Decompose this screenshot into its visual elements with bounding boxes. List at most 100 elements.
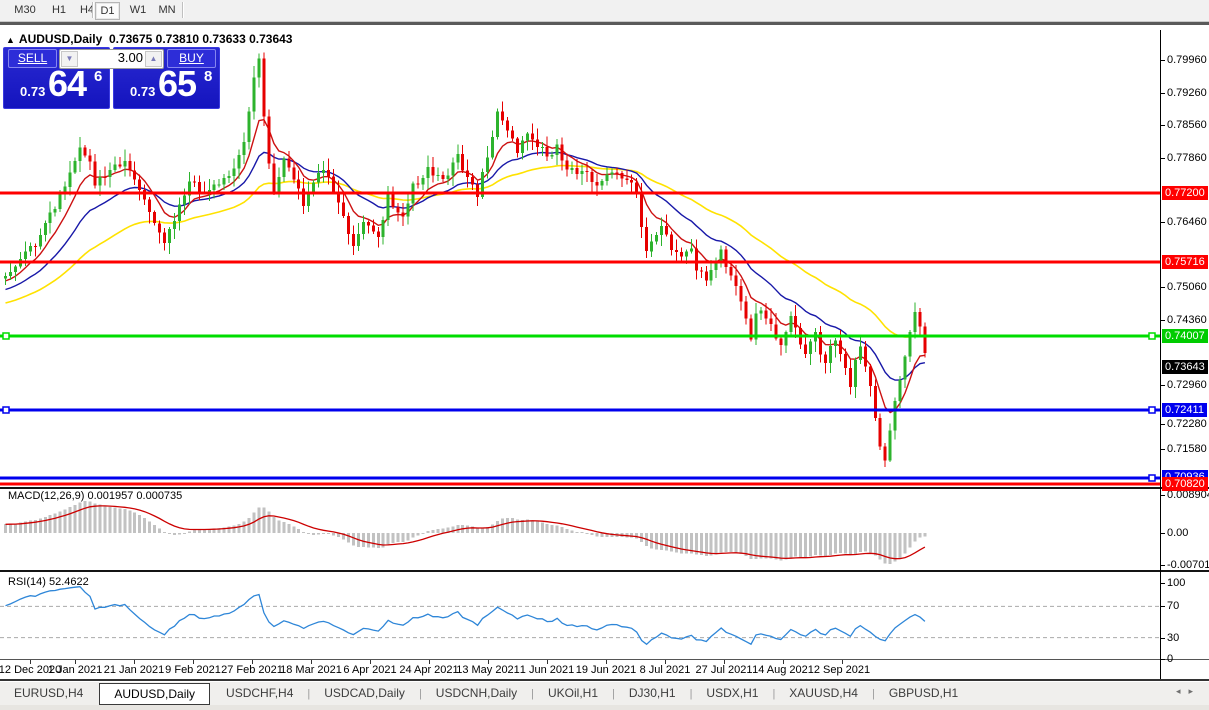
chart-tab-gbpusd-h1[interactable]: GBPUSD,H1: [888, 686, 959, 700]
tab-divider: |: [307, 687, 311, 700]
buy-button[interactable]: BUY: [167, 49, 216, 68]
macd-indicator[interactable]: [0, 492, 1160, 570]
price-level-label-0.77200: 0.77200: [1162, 186, 1208, 200]
candle-body: [834, 340, 837, 346]
macd-histogram-bar: [426, 531, 430, 533]
candle-body: [177, 204, 181, 222]
macd-histogram-bar: [679, 533, 683, 554]
chart-tab-ukoil-h1[interactable]: UKOil,H1: [548, 686, 599, 700]
chart-tab-eurusd-h4[interactable]: EURUSD,H4: [14, 686, 84, 700]
candle-body: [724, 249, 728, 267]
level-line-handle[interactable]: [1148, 332, 1156, 340]
chart-tab-usdx-h1[interactable]: USDX,H1: [706, 686, 759, 700]
volume-decrease-icon[interactable]: ▼: [61, 51, 78, 67]
macd-histogram-bar: [337, 533, 340, 538]
tab-scroll-arrows[interactable]: ◂▸: [1175, 686, 1201, 696]
axis-tick-mark: [1160, 533, 1165, 534]
macd-histogram-bar: [481, 528, 485, 533]
candle-body: [898, 379, 902, 402]
macd-histogram-bar: [307, 533, 311, 535]
price-chart[interactable]: [0, 30, 1160, 488]
rsi-indicator[interactable]: [0, 573, 1160, 660]
candle-body: [118, 164, 122, 167]
macd-histogram-bar: [754, 533, 758, 559]
candle-body: [426, 167, 430, 179]
candle-body: [207, 190, 211, 193]
macd-histogram-bar: [207, 529, 211, 533]
timeframe-button-d1[interactable]: D1: [95, 2, 120, 20]
macd-histogram-bar: [764, 533, 768, 559]
macd-histogram-bar: [366, 533, 370, 548]
axis-tick-mark: [1160, 125, 1165, 126]
candle-body: [267, 116, 271, 164]
candle-body: [525, 133, 529, 141]
timeframe-button-h1[interactable]: H1: [51, 4, 67, 16]
buy-panel[interactable]: 0.73 65 8: [113, 47, 220, 109]
timeframe-button-mn[interactable]: MN: [158, 4, 176, 16]
macd-rsi-separator[interactable]: [0, 570, 1209, 572]
candle-body: [804, 344, 808, 354]
candle-body: [53, 208, 57, 213]
window-splitter[interactable]: [0, 22, 1209, 25]
candle-body: [774, 324, 778, 339]
chart-macd-separator[interactable]: [0, 487, 1209, 489]
candle-body: [501, 111, 504, 121]
chart-collapse-icon[interactable]: ▲: [6, 35, 15, 45]
chart-tab-audusd-daily[interactable]: AUDUSD,Daily: [99, 682, 211, 705]
axis-tick-mark: [1160, 565, 1165, 566]
macd-histogram-bar: [282, 522, 286, 533]
candle-body: [436, 175, 440, 177]
level-line-handle[interactable]: [1148, 474, 1156, 482]
candle-body: [227, 176, 231, 179]
candle-body: [580, 171, 584, 174]
macd-histogram-bar: [555, 525, 559, 533]
macd-histogram-bar: [302, 532, 306, 533]
candle-body: [809, 341, 813, 354]
macd-histogram-bar: [436, 528, 440, 533]
chart-tab-xauusd-h4[interactable]: XAUUSD,H4: [789, 686, 858, 700]
chart-tab-usdchf-h4[interactable]: USDCHF,H4: [226, 686, 294, 700]
candle-body: [48, 212, 52, 223]
macd-histogram-bar: [829, 533, 832, 555]
macd-histogram-bar: [491, 524, 495, 533]
candle-body: [421, 178, 425, 185]
candle-body: [863, 346, 867, 367]
macd-histogram-bar: [187, 531, 191, 533]
candle-body: [848, 367, 852, 388]
macd-histogram-bar: [143, 518, 147, 533]
volume-increase-icon[interactable]: ▲: [145, 51, 162, 67]
macd-tick-label: 0.00: [1167, 527, 1189, 539]
volume-input[interactable]: 3.00: [117, 50, 143, 65]
candle-body: [322, 170, 326, 173]
candle-body: [585, 171, 589, 173]
timeframe-button-w1[interactable]: W1: [129, 4, 147, 16]
sell-price-sup: 6: [94, 68, 103, 85]
candle-body: [292, 167, 296, 180]
candle-body: [366, 222, 370, 226]
chart-tab-usdcad-daily[interactable]: USDCAD,Daily: [324, 686, 405, 700]
tab-divider: |: [418, 687, 422, 700]
macd-histogram-bar: [421, 533, 425, 534]
sell-price: 0.73 64 6: [4, 63, 109, 105]
timeframe-button-h4[interactable]: H4: [79, 4, 95, 16]
macd-histogram-bar: [18, 522, 22, 533]
macd-histogram-bar: [247, 517, 251, 533]
chart-tab-dj30-h1[interactable]: DJ30,H1: [628, 686, 676, 700]
level-line-handle[interactable]: [1148, 406, 1156, 414]
date-label: 9 Feb 2021: [165, 664, 221, 676]
rsi-tick-label: 0: [1167, 653, 1174, 665]
timeframe-button-m30[interactable]: M30: [14, 4, 36, 16]
level-line-handle[interactable]: [2, 332, 10, 340]
candle-body: [555, 144, 559, 156]
macd-histogram-bar: [13, 523, 17, 533]
macd-histogram-bar: [814, 533, 818, 556]
level-line-handle[interactable]: [2, 406, 10, 414]
chart-tab-usdcnh-daily[interactable]: USDCNH,Daily: [435, 686, 518, 700]
rsi-label: RSI(14) 52.4622: [8, 576, 89, 588]
sell-button[interactable]: SELL: [8, 49, 57, 68]
candle-body: [600, 181, 604, 186]
candle-body: [486, 157, 490, 172]
candle-body: [491, 137, 495, 158]
candle-body: [406, 203, 410, 217]
candle-body: [625, 178, 629, 180]
